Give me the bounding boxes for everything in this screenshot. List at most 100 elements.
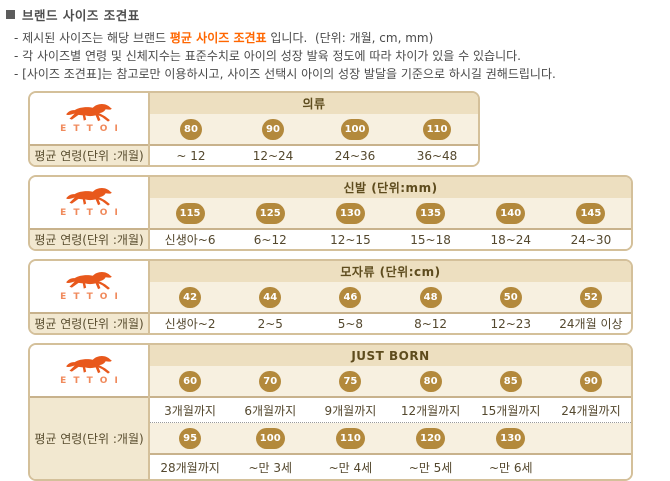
size-badge: 80 xyxy=(419,370,442,392)
divider-line xyxy=(150,228,631,230)
divider-line xyxy=(150,144,478,146)
table-right-column: 의류 80 90 100 110 ~ 12 12~24 24~36 36~48 xyxy=(150,93,478,165)
size-badge-row: 95 100 110 120 130 xyxy=(150,423,631,453)
horse-logo-icon xyxy=(66,187,112,206)
age-row: 3개월까지 6개월까지 9개월까지 12개월까지 15개월까지 24개월까지 xyxy=(150,398,631,422)
age-range: 24개월 이상 xyxy=(559,317,623,331)
row-label: 평균 연령(단위 :개월) xyxy=(30,228,148,249)
horse-logo-icon xyxy=(66,103,112,122)
note-text: 입니다. (단위: 개월, cm, mm) xyxy=(266,31,434,45)
brand-logo: ETTOI xyxy=(30,345,148,396)
size-badge: 140 xyxy=(496,202,526,224)
page-title: 브랜드 사이즈 조견표 xyxy=(22,8,140,23)
size-badge: 145 xyxy=(576,202,606,224)
size-badge: 115 xyxy=(175,202,205,224)
age-row: ~ 12 12~24 24~36 36~48 xyxy=(150,146,478,165)
age-range: 2~5 xyxy=(257,316,283,331)
age-range: 3개월까지 xyxy=(164,403,216,418)
size-badge: 120 xyxy=(416,427,445,449)
table-right-column: JUST BORN 60 70 75 80 85 90 3개월까지 6개월까지 … xyxy=(150,345,631,479)
size-badge: 42 xyxy=(179,286,202,308)
note-line-3: - [사이즈 조견표]는 참고로만 이용하시고, 사이즈 선택시 아이의 성장 … xyxy=(14,67,556,81)
age-range: ~만 4세 xyxy=(328,460,373,475)
age-range: 24~36 xyxy=(334,148,376,163)
size-table-clothing: ETTOI 평균 연령(단위 :개월) 의류 80 90 100 110 ~ 1… xyxy=(28,91,480,167)
size-badge: 110 xyxy=(422,118,452,140)
page-header: 브랜드 사이즈 조견표 - 제시된 사이즈는 해당 브랜드 평균 사이즈 조견표… xyxy=(0,0,670,83)
size-table-shoes: ETTOI 평균 연령(단위 :개월) 신발 (단위:mm) 115 125 1… xyxy=(28,175,633,251)
size-badge: 130 xyxy=(496,427,526,449)
age-range: 15개월까지 xyxy=(481,403,541,418)
size-badge: 75 xyxy=(339,370,362,392)
size-badge: 44 xyxy=(259,286,282,308)
note-text: - 제시된 사이즈는 해당 브랜드 xyxy=(14,31,170,45)
size-badge: 100 xyxy=(340,118,370,140)
age-range: 15~18 xyxy=(410,232,451,247)
brand-name: ETTOI xyxy=(60,376,125,386)
size-badge: 100 xyxy=(255,427,285,449)
size-badge: 125 xyxy=(255,202,285,224)
table-left-column: ETTOI 평균 연령(단위 :개월) xyxy=(30,93,150,165)
size-badge: 90 xyxy=(579,370,602,392)
age-range: 24개월까지 xyxy=(561,403,621,418)
age-range: 신생아~6 xyxy=(164,233,216,247)
table-title: 신발 (단위:mm) xyxy=(150,177,631,198)
age-range: 9개월까지 xyxy=(324,403,377,418)
age-row: 신생아~6 6~12 12~15 15~18 18~24 24~30 xyxy=(150,230,631,249)
horse-logo-icon xyxy=(66,355,112,374)
table-title: 의류 xyxy=(150,93,478,114)
brand-logo: ETTOI xyxy=(30,177,148,228)
age-range: 신생아~2 xyxy=(164,317,216,331)
divider-line xyxy=(150,396,631,398)
size-badge: 48 xyxy=(419,286,442,308)
age-range: ~ 12 xyxy=(176,148,206,163)
age-range: ~만 6세 xyxy=(488,460,533,475)
age-range: 12개월까지 xyxy=(400,403,461,418)
age-range: 36~48 xyxy=(416,148,458,163)
divider-line xyxy=(150,453,631,455)
age-row: 신생아~2 2~5 5~8 8~12 12~23 24개월 이상 xyxy=(150,314,631,333)
size-table-just-born: ETTOI 평균 연령(단위 :개월) JUST BORN 60 70 75 8… xyxy=(28,343,633,481)
age-range: 12~24 xyxy=(252,148,294,163)
table-left-column: ETTOI 평균 연령(단위 :개월) xyxy=(30,261,150,333)
table-title: 모자류 (단위:cm) xyxy=(150,261,631,282)
size-badge: 110 xyxy=(335,427,365,449)
brand-name: ETTOI xyxy=(60,124,125,134)
age-range: 24~30 xyxy=(570,232,612,247)
size-badge: 135 xyxy=(416,202,445,224)
age-range: 28개월까지 xyxy=(160,460,220,475)
size-badge: 46 xyxy=(339,286,362,308)
age-range: 12~23 xyxy=(490,316,532,331)
brand-name: ETTOI xyxy=(60,208,125,218)
age-range: 5~8 xyxy=(337,316,364,331)
size-badge: 50 xyxy=(499,286,522,308)
table-right-column: 모자류 (단위:cm) 42 44 46 48 50 52 신생아~2 2~5 … xyxy=(150,261,631,333)
size-badge-row: 115 125 130 135 140 145 xyxy=(150,198,631,228)
age-row: 28개월까지 ~만 3세 ~만 4세 ~만 5세 ~만 6세 xyxy=(150,455,631,479)
table-right-column: 신발 (단위:mm) 115 125 130 135 140 145 신생아~6… xyxy=(150,177,631,249)
size-badge: 52 xyxy=(579,286,602,308)
horse-logo-icon xyxy=(66,271,112,290)
size-badge: 95 xyxy=(179,427,202,449)
note-highlight: 평균 사이즈 조견표 xyxy=(169,31,267,45)
size-badge-row: 80 90 100 110 xyxy=(150,114,478,144)
age-range: ~만 5세 xyxy=(408,460,453,475)
size-badge: 90 xyxy=(262,118,284,140)
size-badge: 130 xyxy=(335,202,365,224)
size-badge: 60 xyxy=(179,370,202,392)
size-badge-row: 42 44 46 48 50 52 xyxy=(150,282,631,312)
title-row: 브랜드 사이즈 조견표 xyxy=(6,5,670,24)
note-line-2: - 각 사이즈별 연령 및 신체지수는 표준수치로 아이의 성장 발육 정도에 … xyxy=(14,49,521,63)
size-table-hats: ETTOI 평균 연령(단위 :개월) 모자류 (단위:cm) 42 44 46… xyxy=(28,259,633,335)
brand-name: ETTOI xyxy=(60,292,125,302)
age-range: 18~24 xyxy=(490,232,532,247)
bullet-square-icon xyxy=(6,10,15,19)
dotted-divider-line xyxy=(150,422,631,423)
age-range: 6~12 xyxy=(253,232,287,247)
age-range: 8~12 xyxy=(414,316,448,331)
row-label: 평균 연령(단위 :개월) xyxy=(30,144,148,165)
row-label: 평균 연령(단위 :개월) xyxy=(30,312,148,333)
size-badge: 80 xyxy=(180,118,202,140)
divider-line xyxy=(150,312,631,314)
brand-logo: ETTOI xyxy=(30,93,148,144)
